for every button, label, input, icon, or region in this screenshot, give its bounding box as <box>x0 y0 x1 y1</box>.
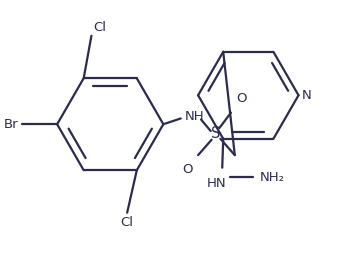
Text: HN: HN <box>207 177 226 190</box>
Text: NH: NH <box>185 110 204 123</box>
Text: N: N <box>301 89 311 102</box>
Text: Br: Br <box>4 118 19 131</box>
Text: O: O <box>237 92 247 105</box>
Text: Cl: Cl <box>93 21 106 34</box>
Text: NH₂: NH₂ <box>260 171 285 184</box>
Text: S: S <box>211 126 220 141</box>
Text: Cl: Cl <box>121 216 134 229</box>
Text: O: O <box>182 163 192 176</box>
